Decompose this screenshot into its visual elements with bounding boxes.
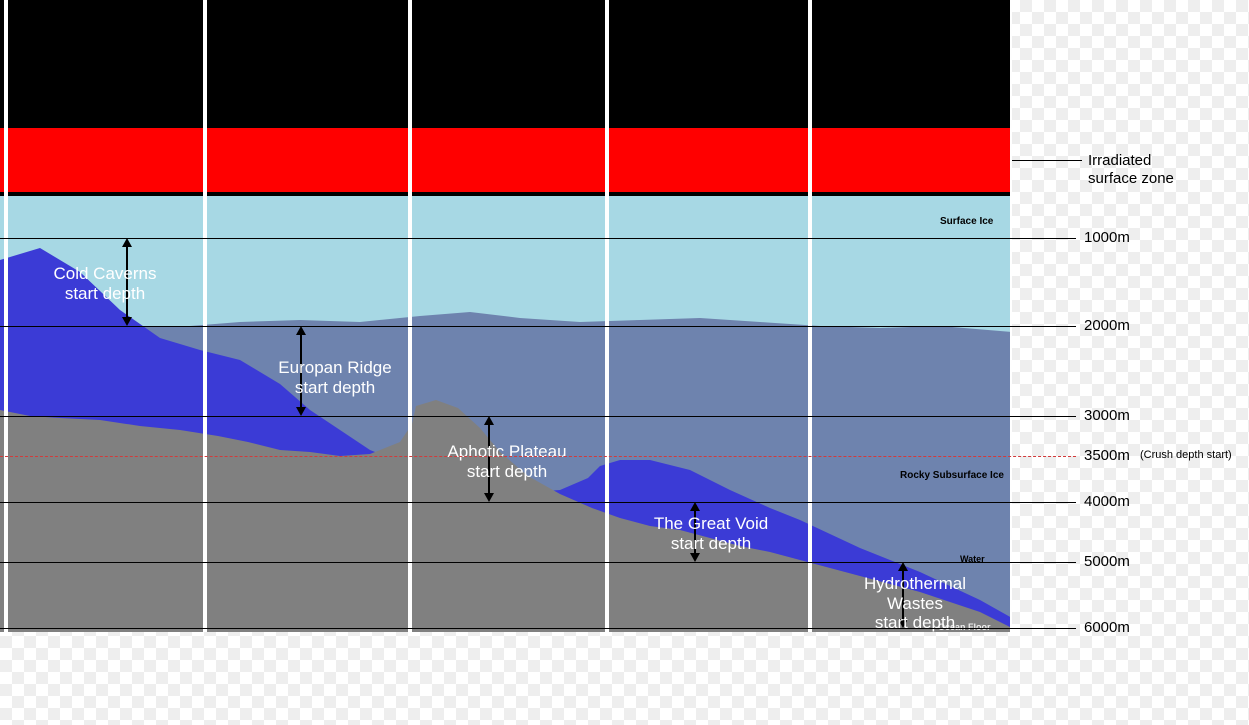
zone-label: Hydrothermal Wastesstart depth [840, 574, 990, 632]
arrow-down-icon [690, 553, 700, 562]
column-divider [1010, 0, 1012, 632]
arrow-up-icon [690, 502, 700, 511]
diagram-root: Surface IceRocky Subsurface IceWaterOcea… [0, 0, 1249, 725]
column-divider [4, 0, 8, 632]
zone-label: Cold Cavernsstart depth [30, 264, 180, 303]
depth-gridline [0, 416, 1076, 417]
column-divider [605, 0, 609, 632]
arrow-up-icon [122, 238, 132, 247]
arrow-up-icon [484, 416, 494, 425]
column-divider [203, 0, 207, 632]
depth-label: 4000m [1084, 493, 1130, 510]
depth-gridline [0, 326, 1076, 327]
depth-gridline [0, 562, 1076, 563]
arrow-up-icon [296, 326, 306, 335]
zone-label: Aphotic Plateaustart depth [432, 442, 582, 481]
depth-label: 3000m [1084, 407, 1130, 424]
depth-label: 5000m [1084, 553, 1130, 570]
depth-sublabel: (Crush depth start) [1140, 448, 1249, 462]
irradiated-callout-label: Irradiatedsurface zone [1088, 152, 1174, 188]
arrow-down-icon [484, 493, 494, 502]
arrow-down-icon [296, 407, 306, 416]
callout-line [1012, 160, 1082, 161]
depth-gridline [0, 628, 1076, 629]
zone-label: The Great Voidstart depth [636, 514, 786, 553]
legend-surface-ice: Surface Ice [940, 216, 993, 227]
depth-label: 3500m [1084, 447, 1130, 464]
depth-gridline [0, 238, 1076, 239]
depth-gridline [0, 502, 1076, 503]
geology-svg [0, 0, 1012, 632]
arrow-down-icon [122, 317, 132, 326]
depth-label: 6000m [1084, 619, 1130, 636]
cross-section: Surface IceRocky Subsurface IceWaterOcea… [0, 0, 1012, 632]
legend-rocky-ice: Rocky Subsurface Ice [900, 470, 1004, 481]
column-divider [808, 0, 812, 632]
depth-gridline [0, 456, 1076, 457]
arrow-up-icon [898, 562, 908, 571]
column-divider [408, 0, 412, 632]
depth-label: 2000m [1084, 317, 1130, 334]
zone-label: Europan Ridgestart depth [260, 358, 410, 397]
depth-label: 1000m [1084, 229, 1130, 246]
